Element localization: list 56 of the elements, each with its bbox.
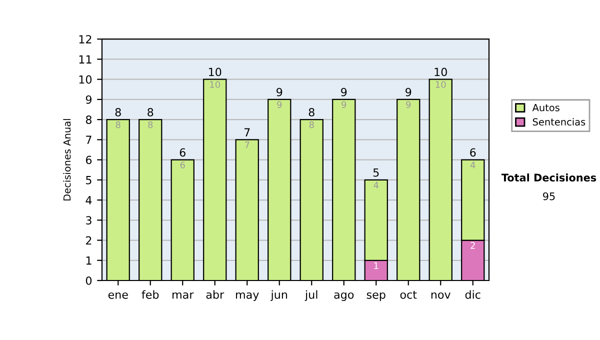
y-tick-label: 2 xyxy=(86,236,92,244)
data-label: 4 xyxy=(374,182,378,188)
y-tick-label: 5 xyxy=(86,176,92,184)
x-tick-label: abr xyxy=(206,290,224,299)
x-tick-label: oct xyxy=(400,290,417,299)
x-tick-label: jul xyxy=(304,290,318,301)
text: 95 xyxy=(543,192,555,200)
x-tick-label: ago xyxy=(334,292,354,301)
total-label: 8 xyxy=(308,108,314,116)
total-label: 7 xyxy=(244,128,250,136)
y-tick-label: 0 xyxy=(86,276,92,285)
total-label: 10 xyxy=(209,68,222,76)
legend-label: Sentencias xyxy=(532,118,586,126)
total-label: 6 xyxy=(180,148,186,157)
total-label: 6 xyxy=(470,148,476,157)
y-tick-label: 12 xyxy=(79,35,92,44)
y-tick-label: 9 xyxy=(86,95,92,104)
y-tick-label: 11 xyxy=(79,55,92,64)
data-label: 9 xyxy=(406,101,411,108)
text: Total Decisiones xyxy=(501,173,596,182)
x-tick-label: sep xyxy=(366,292,386,301)
y-tick-label: 1 xyxy=(86,256,92,265)
x-tick-label: jun xyxy=(270,290,288,301)
x-tick-label: nov xyxy=(431,292,450,299)
y-tick-label: 8 xyxy=(86,116,92,124)
data-label: 9 xyxy=(342,101,346,108)
data-label: 8 xyxy=(148,121,153,128)
total-label: 9 xyxy=(406,88,412,96)
total-label: 10 xyxy=(434,68,447,76)
x-tick-label: feb xyxy=(142,290,159,299)
data-label: 9 xyxy=(277,101,282,108)
total-label: 8 xyxy=(148,108,154,116)
data-label: 10 xyxy=(436,81,446,88)
x-tick-label: may xyxy=(236,292,259,301)
data-label: 6 xyxy=(180,162,185,168)
data-label: 10 xyxy=(210,81,220,88)
data-label: 8 xyxy=(309,121,314,128)
total-label: 8 xyxy=(115,108,121,116)
y-axis-title: Decisiones Anual xyxy=(63,119,71,200)
y-tick-label: 3 xyxy=(86,216,92,225)
data-label: 2 xyxy=(470,242,475,249)
y-tick-label: 4 xyxy=(86,196,92,204)
total-label: 5 xyxy=(373,168,379,177)
data-label: 7 xyxy=(244,142,250,148)
x-tick-label: ene xyxy=(108,292,128,299)
legend-label: Autos xyxy=(532,104,560,112)
total-label: 9 xyxy=(276,88,282,96)
y-tick-label: 6 xyxy=(86,156,92,164)
y-tick-label: 10 xyxy=(79,75,92,84)
data-label: 4 xyxy=(470,162,476,168)
x-tick-label: dic xyxy=(465,290,480,299)
data-label: 8 xyxy=(116,121,120,128)
total-label: 9 xyxy=(341,88,347,96)
data-label: 1 xyxy=(374,262,378,269)
y-tick-label: 7 xyxy=(86,136,92,144)
x-tick-label: mar xyxy=(172,292,194,299)
